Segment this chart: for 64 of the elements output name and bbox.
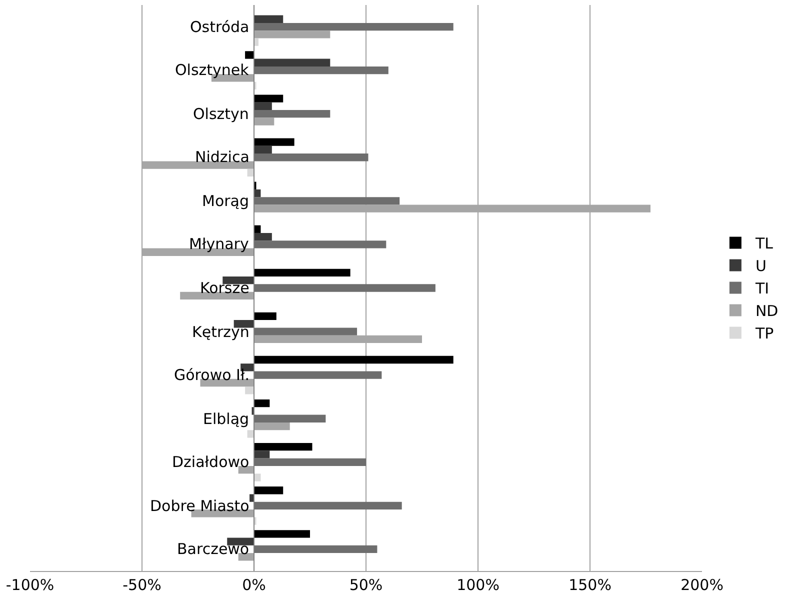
- y-tick-label: Nidzica: [195, 148, 250, 166]
- bar: [254, 474, 261, 482]
- y-tick-label: Górowo Ił.: [174, 366, 250, 384]
- y-tick-label: Kętrzyn: [192, 323, 250, 341]
- bar: [254, 312, 276, 320]
- bar: [254, 356, 454, 364]
- y-tick-label: Dobre Miasto: [150, 497, 250, 515]
- bar: [254, 545, 378, 554]
- bar: [234, 320, 254, 328]
- bar: [254, 66, 388, 74]
- bar: [254, 118, 274, 126]
- bar: [254, 450, 270, 458]
- x-tick-label: 150%: [568, 576, 612, 594]
- bar: [254, 328, 358, 336]
- legend-label: TL: [754, 234, 774, 253]
- x-tick-label: 50%: [349, 576, 383, 594]
- bar: [254, 502, 402, 510]
- y-tick-label: Barczewo: [177, 540, 250, 558]
- bar: [254, 58, 330, 66]
- bar: [254, 486, 284, 494]
- legend-label: U: [755, 257, 766, 276]
- bar: [254, 371, 382, 379]
- bar: [254, 22, 454, 31]
- y-tick-label: Korsze: [200, 279, 250, 297]
- bar: [254, 110, 330, 118]
- bar: [250, 494, 254, 502]
- y-tick-label: Elbląg: [203, 410, 250, 428]
- bar: [254, 268, 350, 277]
- bar: [254, 232, 272, 241]
- bar: [254, 197, 400, 205]
- bar: [254, 146, 272, 154]
- bar: [254, 414, 326, 422]
- x-tick-label: -50%: [122, 576, 162, 594]
- x-tick-label: 100%: [456, 576, 500, 594]
- bar: [254, 30, 330, 38]
- bar: [254, 530, 310, 538]
- y-tick-label: Olsztynek: [175, 61, 250, 79]
- legend-label: TP: [754, 324, 774, 343]
- bar: [254, 15, 284, 23]
- y-tick-label: Młynary: [189, 235, 249, 253]
- bar: [254, 443, 312, 451]
- bar: [254, 240, 386, 248]
- x-tick-label: 200%: [680, 576, 724, 594]
- bar: [200, 378, 254, 387]
- bar: [180, 292, 254, 300]
- y-tick-label: Działdowo: [172, 453, 250, 471]
- bar: [247, 430, 254, 438]
- bar: [254, 399, 270, 408]
- bar: [254, 154, 368, 162]
- bar: [254, 422, 290, 430]
- y-tick-label: Morąg: [202, 192, 249, 210]
- bar: [254, 284, 436, 292]
- y-tick-label: Olsztyn: [193, 105, 249, 123]
- bar: [254, 94, 284, 102]
- bar: [254, 102, 272, 110]
- legend-label: ND: [755, 302, 778, 320]
- bar: [254, 458, 366, 466]
- bar: [245, 386, 254, 394]
- bar: [254, 138, 294, 146]
- x-tick-label: -100%: [6, 576, 54, 594]
- x-tick-label: 0%: [242, 576, 266, 594]
- legend-label: TI: [754, 280, 770, 298]
- y-tick-label: Ostróda: [190, 18, 250, 36]
- bar: [245, 51, 254, 59]
